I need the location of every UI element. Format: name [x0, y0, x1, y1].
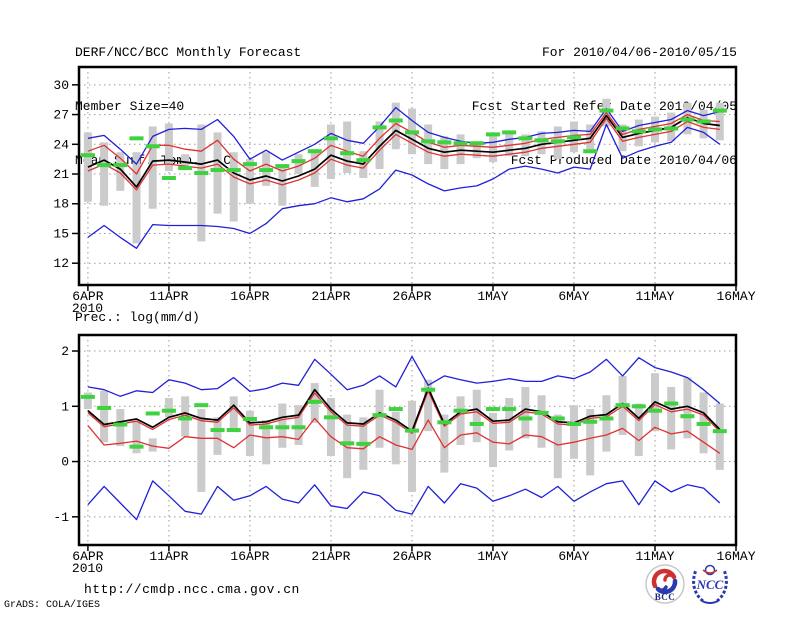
y-tick-label: 2 — [61, 344, 69, 359]
y-tick-label: -1 — [53, 510, 69, 525]
axis-labels: 12 15 18 21 24 27 30 6APR 11APR 16APR 21APR 26APR 1M… — [53, 78, 755, 316]
ncc-logo-wreath-right — [716, 569, 728, 603]
x-tick-label: 16MAY — [716, 549, 755, 564]
ncc-logo-orbit — [702, 569, 718, 574]
header-right: For 2010/04/06-2010/05/15 Fcst Started R… — [472, 8, 737, 206]
y-tick-label: 30 — [53, 78, 69, 93]
series-spread-upper — [87, 111, 720, 175]
series-spread-upper — [87, 390, 721, 435]
y-tick-label: 18 — [53, 197, 69, 212]
x-tick-label: 21APR — [311, 549, 350, 564]
x-tick-label: 16APR — [230, 289, 269, 304]
ncc-logo: NCC — [692, 564, 728, 604]
x-tick-label: 11MAY — [635, 549, 674, 564]
series-ensemble-max — [87, 106, 720, 165]
plot-frame — [77, 65, 738, 287]
x-tick-label: 1MAY — [477, 289, 508, 304]
y-tick-label: 24 — [53, 137, 69, 152]
ncc-logo-globe — [704, 564, 716, 576]
x-tick-label: 21APR — [311, 289, 350, 304]
series-spread-lower — [87, 117, 720, 191]
plot-title: DERF/NCC/BCC Monthly Forecast — [75, 45, 302, 60]
x-tick-label: 16MAY — [716, 289, 755, 304]
series-ensemble-min — [87, 480, 721, 521]
bcc-logo-blue-hook — [656, 585, 668, 592]
series-ensemble-mean — [87, 387, 721, 433]
x-tick-label: 26APR — [392, 549, 431, 564]
forecast-range-label: For 2010/04/06-2010/05/15 — [541, 45, 737, 60]
precip-chart-title: Prec.: log(mm/d) — [75, 310, 200, 325]
x-tick-label: 6APR — [72, 549, 103, 564]
x-tick-label: 11APR — [149, 549, 188, 564]
bcc-logo: BCC — [645, 564, 685, 604]
x-tick-label: 6MAY — [558, 549, 589, 564]
x-tick-label: 11APR — [149, 289, 188, 304]
ncc-logo-wreath-left — [692, 569, 704, 603]
x-tick-label: 11MAY — [635, 289, 674, 304]
source-url: http://cmdp.ncc.cma.gov.cn — [84, 582, 300, 597]
grads-credit: GrADS: COLA/IGES — [4, 600, 101, 611]
climatology-dashes — [80, 387, 727, 449]
y-tick-label: 12 — [53, 256, 69, 271]
ncc-logo-text: NCC — [696, 577, 724, 592]
bcc-logo-red-hook — [663, 573, 676, 582]
series-ensemble-max — [87, 355, 721, 404]
x-tick-label: 6APR — [72, 289, 103, 304]
series-ensemble-mean — [87, 114, 720, 188]
y-tick-label: 15 — [53, 226, 69, 241]
y-tick-label: 27 — [53, 108, 69, 123]
x-tick-label: 26APR — [392, 289, 431, 304]
x-axis-year-label: 2010 — [72, 561, 103, 576]
bcc-logo-text: BCC — [655, 592, 676, 602]
climatology-dashes — [80, 108, 727, 180]
x-tick-label: 16APR — [230, 549, 269, 564]
x-tick-label: 6MAY — [558, 289, 589, 304]
gridlines — [79, 67, 736, 285]
y-tick-label: 0 — [61, 455, 69, 470]
series-ensemble-min — [87, 123, 721, 249]
x-axis-year-label: 2010 — [72, 301, 103, 316]
member-spread-bars — [83, 98, 724, 244]
series-spread-lower — [87, 417, 721, 454]
ncc-logo-banner — [701, 600, 719, 604]
plot-frame — [77, 333, 738, 547]
x-tick-label: 1MAY — [477, 549, 508, 564]
member-size-label: Member Size=40 — [75, 99, 185, 114]
y-tick-label: 1 — [61, 399, 69, 414]
y-tick-label: 21 — [53, 167, 69, 182]
chart-surface-temperature: 12 15 18 21 24 27 30 6APR 11APR 16APR 21APR 26APR 1M… — [53, 65, 756, 316]
fcst-produced-date-label: Fcst Produced Date 2010/04/06 — [510, 153, 737, 168]
